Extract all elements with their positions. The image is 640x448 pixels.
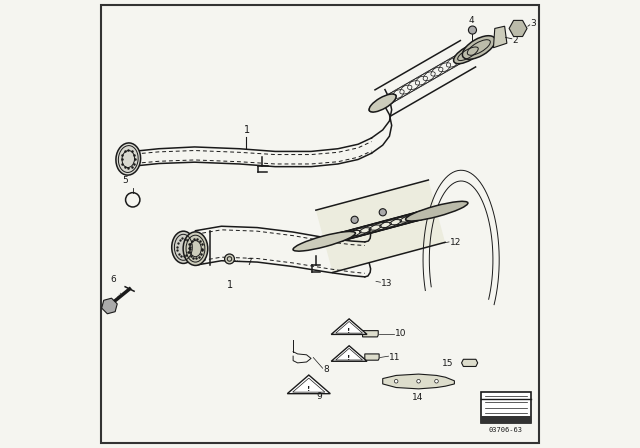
- Text: 2: 2: [513, 36, 518, 45]
- Ellipse shape: [454, 44, 483, 64]
- Text: 5: 5: [122, 176, 128, 185]
- Polygon shape: [461, 359, 477, 366]
- Text: 8: 8: [324, 365, 330, 374]
- Text: 3: 3: [531, 19, 536, 29]
- Ellipse shape: [462, 36, 495, 59]
- Bar: [481, 392, 531, 423]
- Ellipse shape: [369, 94, 396, 112]
- Text: 4: 4: [468, 16, 474, 25]
- Polygon shape: [365, 354, 379, 360]
- Polygon shape: [316, 180, 445, 272]
- Polygon shape: [332, 319, 367, 334]
- Polygon shape: [383, 374, 454, 389]
- Ellipse shape: [394, 379, 398, 383]
- Text: 9: 9: [316, 392, 322, 401]
- Ellipse shape: [468, 26, 477, 34]
- Text: 13: 13: [381, 279, 393, 288]
- Text: 7: 7: [246, 258, 252, 267]
- Ellipse shape: [225, 254, 234, 264]
- Polygon shape: [102, 298, 117, 314]
- Polygon shape: [362, 331, 378, 337]
- Ellipse shape: [406, 201, 468, 221]
- Text: 15: 15: [442, 359, 454, 368]
- Polygon shape: [493, 26, 507, 48]
- Bar: [481, 417, 531, 423]
- Ellipse shape: [172, 231, 195, 263]
- Text: 6: 6: [110, 276, 116, 284]
- Ellipse shape: [351, 216, 358, 224]
- Text: 10: 10: [396, 329, 407, 338]
- Text: !: !: [307, 386, 310, 392]
- Text: 1: 1: [227, 280, 234, 289]
- Ellipse shape: [435, 379, 438, 383]
- Polygon shape: [287, 375, 330, 394]
- Text: 03706-63: 03706-63: [489, 427, 523, 433]
- Text: 14: 14: [412, 393, 423, 402]
- Text: !: !: [348, 328, 351, 334]
- Text: !: !: [348, 355, 351, 361]
- Ellipse shape: [183, 232, 208, 265]
- Polygon shape: [509, 21, 527, 37]
- Text: 12: 12: [450, 238, 461, 247]
- Ellipse shape: [417, 379, 420, 383]
- Ellipse shape: [379, 209, 387, 216]
- Text: 11: 11: [389, 353, 401, 362]
- Ellipse shape: [116, 143, 141, 175]
- Ellipse shape: [293, 232, 355, 251]
- Text: 1: 1: [244, 125, 250, 135]
- Polygon shape: [332, 346, 367, 361]
